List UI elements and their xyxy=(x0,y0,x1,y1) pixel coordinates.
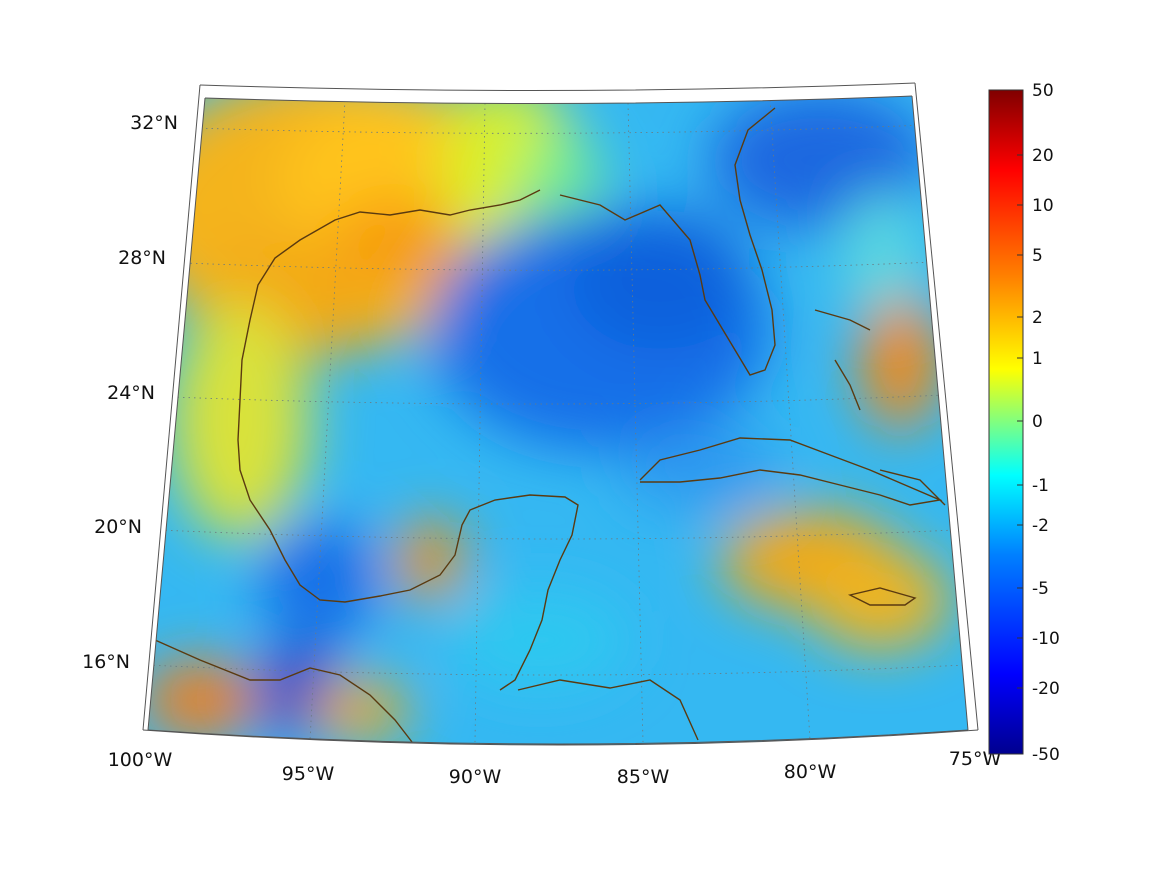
latitude-labels: 32°N 28°N 24°N 20°N 16°N xyxy=(82,112,178,673)
lon-label-80w: 80°W xyxy=(784,761,837,783)
colorbar-label-20: 20 xyxy=(1032,146,1054,166)
colorbar-label-50: 50 xyxy=(1032,81,1054,101)
graticule xyxy=(148,99,966,743)
heatmap-field xyxy=(148,96,968,745)
longitude-labels: 100°W 95°W 90°W 85°W 80°W 75°W xyxy=(108,748,1002,788)
lon-label-75w: 75°W xyxy=(949,748,1002,770)
lon-label-95w: 95°W xyxy=(282,763,335,785)
florida-coast xyxy=(559,107,776,376)
jamaica-coast xyxy=(847,587,917,606)
colorbar-label-0: 0 xyxy=(1032,412,1043,432)
lon-label-100w: 100°W xyxy=(108,749,173,771)
colorbar-label-neg20: -20 xyxy=(1032,679,1060,699)
gulf-coast-west xyxy=(237,189,579,691)
pacific-coast xyxy=(154,639,413,743)
lat-label-24n: 24°N xyxy=(107,382,155,404)
colorbar-label-neg1: -1 xyxy=(1032,476,1049,496)
lat-label-32n: 32°N xyxy=(130,112,178,134)
colorbar-label-neg2: -2 xyxy=(1032,516,1049,536)
hispaniola xyxy=(879,469,946,506)
colorbar-label-neg10: -10 xyxy=(1032,629,1060,649)
colorbar-label-2: 2 xyxy=(1032,308,1043,328)
colorbar-label-neg5: -5 xyxy=(1032,579,1049,599)
bahamas xyxy=(814,309,871,411)
lat-label-20n: 20°N xyxy=(94,516,142,538)
lon-label-90w: 90°W xyxy=(449,766,502,788)
colorbar-label-1: 1 xyxy=(1032,349,1043,369)
colorbar-ticks xyxy=(1017,154,1023,689)
colorbar-gradient xyxy=(988,89,1024,755)
colorbar-label-5: 5 xyxy=(1032,246,1043,266)
colorbar-label-neg50: -50 xyxy=(1032,745,1060,765)
lat-label-28n: 28°N xyxy=(118,247,166,269)
lat-label-16n: 16°N xyxy=(82,651,130,673)
map-frame xyxy=(142,82,979,746)
colorbar-label-10: 10 xyxy=(1032,196,1054,216)
lon-label-85w: 85°W xyxy=(617,766,670,788)
coastlines xyxy=(154,107,946,743)
colorbar: 50 20 10 5 2 1 0 -1 -2 -5 -10 -20 -50 xyxy=(988,81,1060,765)
central-america-coast xyxy=(517,679,699,741)
